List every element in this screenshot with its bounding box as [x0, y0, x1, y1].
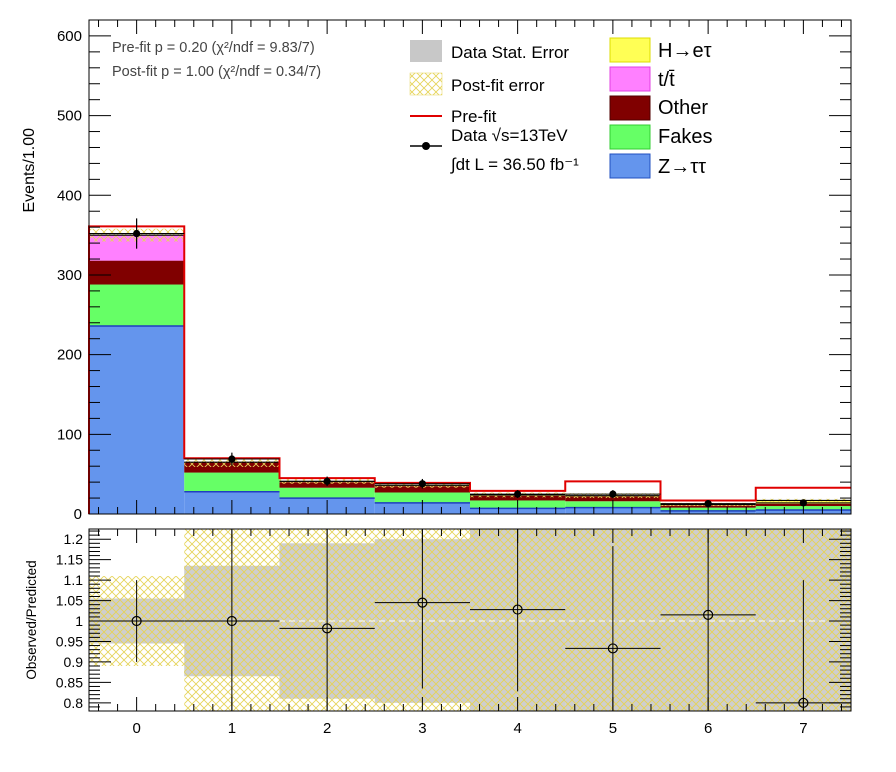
- ratio-panel: 0.8 0.85 0.9 0.95 1 1.05 1.1 1.15 1.2 0 1 2 3 4 5 6 7 O…: [24, 528, 852, 737]
- bar-segment-2-bin-2: [279, 487, 375, 499]
- legend-swatch-data-marker: [422, 142, 430, 150]
- bar-segment-3-bin-5: [565, 496, 661, 502]
- ratio-ytick-label-1.1: 1.1: [64, 572, 84, 588]
- main-ytick-label-500: 500: [57, 108, 82, 125]
- ratio-xtick-label-7: 7: [799, 720, 807, 737]
- ratio-point-0: [131, 615, 142, 627]
- ratio-xtick-label-0: 0: [132, 720, 140, 737]
- main-y-axis: 0 100 200 300 400 500 600: [57, 28, 851, 523]
- main-ytick-label-200: 200: [57, 347, 82, 364]
- legend-swatch-postfit-error: [409, 72, 443, 96]
- legend-label-ztautau: Z→ττ: [658, 156, 706, 178]
- main-plot-frame: [88, 19, 852, 515]
- ratio-point-4: [512, 604, 523, 615]
- ratio-xtick-label-1: 1: [228, 720, 236, 737]
- ratio-xtick-label-2: 2: [323, 720, 331, 737]
- prefit-step: [88, 225, 851, 514]
- main-ytick-label-100: 100: [57, 426, 82, 443]
- ratio-ytick-label-1.05: 1.05: [56, 593, 83, 609]
- ratio-point-2: [322, 623, 333, 634]
- ratio-xtick-label-5: 5: [609, 720, 617, 737]
- postfit-fit-result: Post-fit p = 1.00 (χ²/ndf = 0.34/7): [112, 64, 321, 80]
- bar-segment-2-bin-3: [374, 492, 470, 503]
- bar-segment-2-bin-0: [89, 284, 185, 326]
- data-point-5: [609, 490, 617, 498]
- ratio-y-axis-label: Observed/Predicted: [24, 560, 39, 679]
- main-ytick-label-600: 600: [57, 28, 82, 45]
- main-x-axis: [98, 20, 842, 514]
- main-ytick-label-400: 400: [57, 187, 82, 204]
- main-panel: 0 100 200 300 400 500 600 Events/1.00: [21, 19, 852, 523]
- legend-label-prefit: Pre-fit: [451, 107, 497, 126]
- main-y-axis-label: Events/1.00: [21, 128, 38, 213]
- legend-label-data-stat-error: Data Stat. Error: [451, 43, 569, 62]
- ratio-ytick-label-1.2: 1.2: [64, 531, 84, 547]
- prefit-fit-result: Pre-fit p = 0.20 (χ²/ndf = 9.83/7): [112, 40, 315, 56]
- prefit-line: [88, 225, 851, 514]
- legend: Data Stat. Error Post-fit error Pre-fit …: [409, 37, 712, 179]
- ratio-ytick-label-0.95: 0.95: [56, 633, 83, 649]
- ratio-point-5: [607, 643, 618, 654]
- data-point-2: [323, 477, 331, 485]
- ratio-error-bands: [89, 529, 851, 711]
- legend-label-other: Other: [658, 97, 708, 119]
- legend-swatch-hetau: [609, 37, 651, 63]
- ratio-frame: [88, 528, 852, 712]
- ratio-points: [89, 529, 851, 711]
- data-point-4: [514, 490, 522, 498]
- ratio-ytick-label-0.8: 0.8: [64, 695, 84, 711]
- main-ytick-label-0: 0: [74, 506, 82, 523]
- legend-label-postfit-error: Post-fit error: [451, 76, 545, 95]
- main-plot-frame-bg: [89, 20, 851, 514]
- ratio-ytick-label-1: 1: [75, 613, 83, 629]
- main-ytick-label-300: 300: [57, 267, 82, 284]
- ratio-point-3: [417, 597, 428, 608]
- bar-segment-3-bin-1: [184, 462, 280, 473]
- ratio-xtick-label-4: 4: [513, 720, 521, 737]
- legend-label-fakes: Fakes: [658, 126, 712, 148]
- bar-segment-2-bin-1: [184, 472, 280, 492]
- bar-segment-3-bin-0: [89, 260, 185, 285]
- ratio-ytick-label-1.15: 1.15: [56, 552, 83, 568]
- luminosity-label: ∫dt L = 36.50 fb⁻¹: [450, 155, 579, 174]
- legend-swatch-ttbar: [609, 66, 651, 92]
- ratio-ytick-label-0.85: 0.85: [56, 674, 83, 690]
- legend-swatch-fakes: [609, 124, 651, 150]
- bar-segment-1-bin-0: [89, 325, 185, 514]
- ratio-x-axis: 0 1 2 3 4 5 6 7: [98, 529, 842, 737]
- data-point-0: [133, 229, 141, 238]
- legend-label-ttbar: t/t̄: [658, 69, 675, 91]
- data-point-1: [228, 455, 236, 463]
- legend-swatch-ztautau: [609, 153, 651, 179]
- ratio-ytick-label-0.9: 0.9: [64, 654, 84, 670]
- legend-label-data: Data √s=13TeV: [451, 126, 568, 145]
- ratio-point-6: [703, 609, 714, 620]
- ratio-xtick-label-6: 6: [704, 720, 712, 737]
- legend-label-hetau: H→eτ: [658, 40, 712, 62]
- legend-swatch-other: [609, 95, 651, 121]
- ratio-y-axis: 0.8 0.85 0.9 0.95 1 1.05 1.1 1.15 1.2: [56, 530, 851, 711]
- legend-swatch-data-stat-error: [410, 40, 442, 62]
- data-point-3: [418, 480, 426, 488]
- ratio-point-1: [226, 615, 237, 627]
- ratio-xtick-label-3: 3: [418, 720, 426, 737]
- bar-segment-3-bin-3: [374, 486, 470, 493]
